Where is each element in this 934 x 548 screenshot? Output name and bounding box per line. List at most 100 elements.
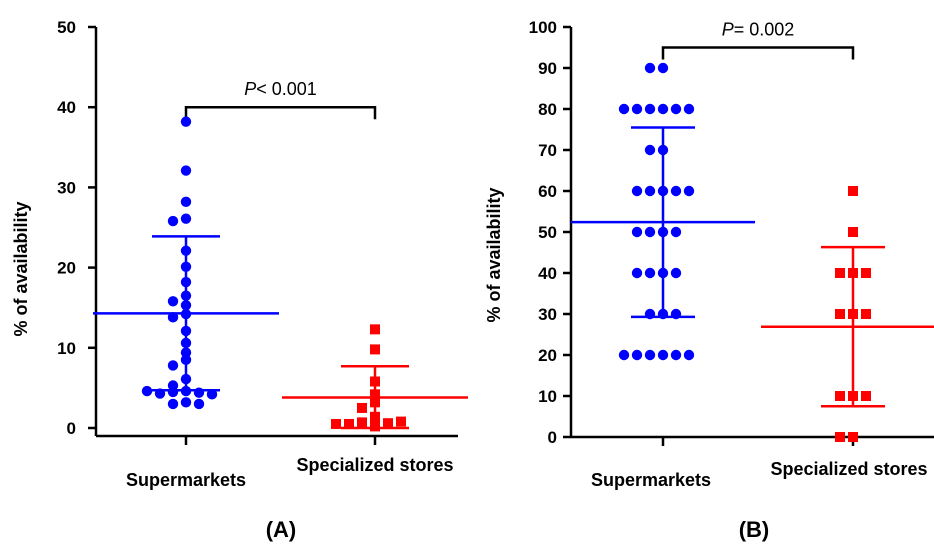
y-tick-label: 50 [57, 18, 76, 37]
x-tick-label: Supermarkets [591, 470, 711, 490]
y-axis-title: % of availability [484, 187, 504, 322]
data-point [331, 418, 341, 429]
y-tick-label: 20 [538, 346, 557, 365]
p-value: = 0.002 [734, 20, 795, 40]
y-tick-label: 30 [538, 305, 557, 324]
data-point [180, 116, 192, 127]
data-point [180, 397, 192, 408]
x-tick-label: Supermarkets [126, 470, 246, 490]
bracket-line [184, 105, 377, 120]
x-ticks [184, 436, 377, 445]
y-ticks: 0 10 20 30 40 50 [57, 18, 96, 438]
panel-b: % of availability 0 10 20 30 40 50 60 70 80 90 100… [484, 18, 934, 542]
data-point [167, 296, 179, 307]
data-point [861, 391, 871, 401]
data-point [670, 226, 682, 238]
y-tick-label: 0 [67, 419, 76, 438]
y-tick-label: 50 [538, 223, 557, 242]
data-point [618, 349, 630, 361]
data-point [167, 386, 179, 398]
data-point [193, 398, 205, 410]
data-point [683, 349, 695, 361]
y-tick-label: 70 [538, 141, 557, 160]
data-point [670, 267, 682, 279]
y-tick-label: 10 [538, 387, 557, 406]
data-point [835, 268, 845, 278]
p-symbol: P [244, 79, 256, 99]
data-point [167, 312, 179, 323]
data-point [631, 267, 643, 279]
data-point [848, 432, 858, 442]
data-point [631, 226, 643, 238]
data-point [644, 144, 656, 156]
data-point [657, 62, 669, 74]
data-point [861, 309, 871, 319]
y-tick-label: 30 [57, 178, 76, 197]
data-point [344, 418, 354, 429]
data-point [370, 324, 380, 335]
data-point [396, 416, 406, 427]
data-point [683, 103, 695, 115]
data-point [167, 215, 179, 227]
x-ticks [661, 437, 855, 446]
data-point [848, 227, 858, 237]
data-point [631, 185, 643, 197]
data-point [670, 349, 682, 361]
data-point [644, 226, 656, 238]
data-point [167, 360, 179, 371]
data-point [618, 103, 630, 115]
data-point [631, 103, 643, 115]
y-tick-label: 60 [538, 182, 557, 201]
data-point [644, 267, 656, 279]
panel-label: (B) [739, 517, 770, 542]
data-point [180, 196, 192, 208]
panel-a: % of availability 0 10 20 30 40 50 Supermarke… [11, 18, 468, 542]
data-point [861, 268, 871, 278]
y-tick-label: 100 [529, 18, 557, 37]
data-point [657, 349, 669, 361]
data-point [683, 185, 695, 197]
panel-label: (A) [266, 517, 297, 542]
data-point [167, 398, 179, 410]
data-point [383, 418, 393, 429]
data-point [835, 309, 845, 319]
data-point [644, 349, 656, 361]
x-tick-label: Specialized stores [770, 459, 927, 479]
data-point [644, 103, 656, 115]
p-symbol: P [722, 20, 734, 40]
data-point [357, 402, 367, 413]
y-tick-label: 90 [538, 59, 557, 78]
y-tick-label: 0 [548, 428, 557, 447]
data-point [644, 62, 656, 74]
significance-bracket: P< 0.001 [184, 79, 377, 120]
p-value: < 0.001 [256, 79, 317, 99]
data-marks [571, 62, 934, 442]
data-point [670, 103, 682, 115]
y-tick-label: 10 [57, 339, 76, 358]
data-point [180, 213, 192, 224]
y-axis-title: % of availability [11, 201, 31, 336]
p-value-label: P= 0.002 [722, 20, 795, 40]
y-ticks: 0 10 20 30 40 50 60 70 80 90 100 [529, 18, 571, 447]
bracket-line [661, 46, 855, 60]
data-point [206, 389, 218, 400]
data-point [657, 103, 669, 115]
y-tick-label: 80 [538, 100, 557, 119]
data-point [848, 186, 858, 196]
data-point [835, 432, 845, 442]
data-point [180, 165, 192, 176]
p-value-label: P< 0.001 [244, 79, 317, 99]
y-tick-label: 40 [57, 98, 76, 117]
significance-bracket: P= 0.002 [661, 20, 855, 60]
data-point [644, 185, 656, 197]
y-tick-label: 40 [538, 264, 557, 283]
data-point [670, 185, 682, 197]
data-point [835, 391, 845, 401]
data-point [370, 344, 380, 355]
y-tick-label: 20 [57, 259, 76, 278]
data-point [141, 385, 153, 397]
data-point [357, 417, 367, 428]
data-marks [93, 116, 468, 432]
data-point [631, 349, 643, 361]
